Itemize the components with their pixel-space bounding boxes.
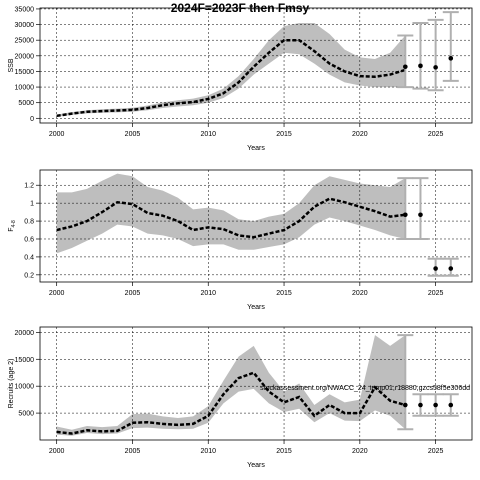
projection-point [433,65,438,70]
projection-point [403,402,408,408]
projection-point [448,56,454,61]
x-tick-label: 2025 [428,290,444,297]
x-tick-label: 2015 [276,290,292,297]
error-bar [412,177,429,240]
projection-point [433,402,438,408]
y-axis-label-sub: 4-8 [11,220,17,227]
y-tick-label: 10000 [15,384,35,391]
projection-point [403,64,408,70]
y-tick-label: 15000 [15,357,35,364]
y-tick-label: 30000 [15,22,35,29]
y-tick-label: 0 [30,116,34,123]
y-tick-label: 15000 [15,69,35,76]
error-bar [412,22,429,90]
y-tick-label: 20000 [15,330,35,337]
x-tick-label: 2025 [428,448,444,455]
y-tick-label: 5000 [18,100,34,107]
error-bar [427,18,444,92]
annotation: stockassessment.org/NWACC_24_temp01,r188… [260,385,470,392]
projection-point [418,212,423,218]
y-axis-label: SSB [8,58,15,72]
y-axis-label: F4-8 [8,220,17,232]
chart-title: 2024F=2023F then Fmsy [171,1,310,15]
median-line [56,371,406,435]
x-axis-label: Years [247,462,265,469]
y-tick-label: 0.4 [24,254,34,261]
y-tick-label: 5000 [18,411,34,418]
projection-point [433,266,438,271]
error-bar [442,11,459,82]
x-tick-label: 2005 [125,448,141,455]
projection-point [448,266,454,271]
x-tick-label: 2010 [200,448,216,455]
x-tick-label: 2010 [200,131,216,138]
x-tick-label: 2000 [49,290,65,297]
y-tick-label: 10000 [15,85,35,92]
y-tick-label: 1 [30,201,34,208]
projection-point [403,212,408,218]
x-tick-label: 2010 [200,290,216,297]
y-axis-label-main: F [8,227,15,231]
x-tick-label: 2005 [125,290,141,297]
x-tick-label: 2020 [352,131,368,138]
projection-point [448,402,454,408]
median-line [56,197,406,239]
x-axis-label: Years [247,304,265,311]
y-tick-label: 0.2 [24,272,34,279]
y-axis-label: Recruits (age 2) [8,359,15,409]
y-tick-label: 1.2 [24,183,34,190]
plot-frame [39,326,473,441]
x-axis-label: Years [247,145,265,152]
x-tick-label: 2015 [276,131,292,138]
x-tick-label: 2020 [352,448,368,455]
y-tick-label: 20000 [15,53,35,60]
y-axis-label-main: Recruits (age 2) [8,359,15,409]
y-tick-label: 35000 [15,6,35,13]
y-tick-label: 0.8 [24,219,34,226]
plot-frame [39,7,473,124]
y-axis-label-main: SSB [8,58,15,72]
projection-point [418,402,423,408]
error-bar [397,334,414,431]
x-tick-label: 2005 [125,131,141,138]
x-tick-label: 2000 [49,131,65,138]
y-tick-label: 0.6 [24,236,34,243]
projection-point [418,63,423,69]
x-tick-label: 2025 [428,131,444,138]
plot-frame [39,169,473,283]
error-bar [397,34,414,89]
x-tick-label: 2020 [352,290,368,297]
x-tick-label: 2015 [276,448,292,455]
confidence-band [56,173,406,254]
confidence-band [56,23,406,117]
y-tick-label: 25000 [15,38,35,45]
x-tick-label: 2000 [49,448,65,455]
error-bar [397,177,414,240]
